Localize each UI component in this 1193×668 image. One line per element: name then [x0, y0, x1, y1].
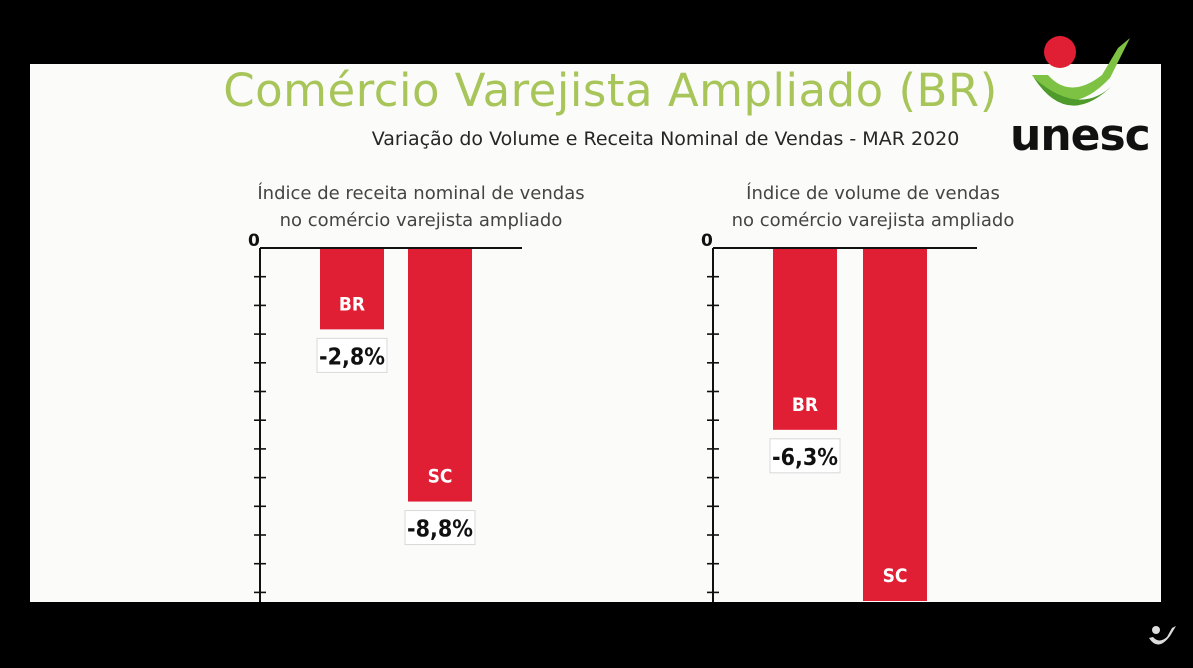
chart-2-title: Índice de volume de vendas no comércio v… — [663, 180, 1083, 234]
chart-2-value-label-br: -6,3% — [772, 445, 838, 471]
slide: Comércio Varejista Ampliado (BR) Variaçã… — [30, 64, 1161, 602]
chart-1-value-label-sc: -8,8% — [407, 517, 473, 543]
bar-charts: 0 BR -2,8% SC -8,8% 0 BR -6,3% SC — [248, 231, 977, 602]
broadcast-watermark-icon — [1149, 626, 1176, 645]
chart-1-value-box-br — [316, 337, 388, 373]
chart-2-bar-label-br: BR — [792, 394, 818, 416]
chart-1-bar-sc — [408, 249, 472, 502]
chart-1-value-box-sc — [404, 510, 476, 546]
chart-1-zero-label: 0 — [248, 231, 260, 251]
chart-1-title-line-1: Índice de receita nominal de vendas — [257, 183, 585, 204]
chart-2-title-line-1: Índice de volume de vendas — [746, 183, 1000, 204]
chart-2-title-line-2: no comércio varejista ampliado — [731, 210, 1015, 231]
chart-2-value-box-br — [769, 438, 841, 474]
slide-subtitle: Variação do Volume e Receita Nominal de … — [371, 128, 960, 150]
unesc-logo-text: unesc — [1010, 110, 1151, 161]
chart-2-bar-br — [773, 249, 837, 430]
chart-1-title: Índice de receita nominal de vendas no c… — [211, 180, 631, 234]
chart-1-bar-label-sc: SC — [428, 466, 453, 488]
slide-title: Comércio Varejista Ampliado (BR) — [223, 64, 998, 117]
chart-1-title-line-2: no comércio varejista ampliado — [279, 210, 563, 231]
chart-2-bar-label-sc: SC — [883, 565, 908, 587]
chart-2-bar-sc — [863, 249, 927, 601]
chart-1-bar-label-br: BR — [339, 293, 365, 315]
chart-1-value-label-br: -2,8% — [319, 344, 385, 370]
unesc-logo-icon — [1032, 36, 1130, 106]
chart-1-bar-br — [320, 249, 384, 330]
chart-2-zero-label: 0 — [701, 231, 713, 251]
